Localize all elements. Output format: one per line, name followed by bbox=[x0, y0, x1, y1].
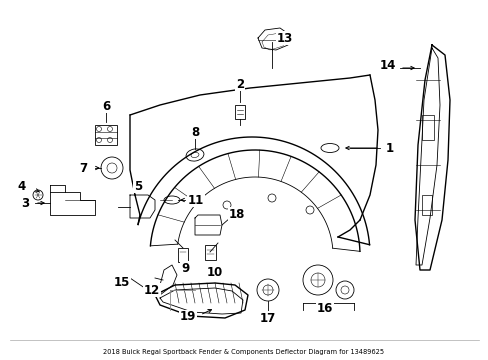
Text: 9: 9 bbox=[181, 261, 189, 274]
Text: 12: 12 bbox=[143, 284, 160, 297]
Text: 7: 7 bbox=[79, 162, 87, 175]
Text: 16: 16 bbox=[316, 302, 332, 315]
Text: 3: 3 bbox=[21, 197, 29, 210]
Text: 5: 5 bbox=[134, 180, 142, 193]
Text: 14: 14 bbox=[379, 59, 395, 72]
Text: 1: 1 bbox=[385, 141, 393, 154]
Text: 8: 8 bbox=[190, 126, 199, 139]
Text: 2018 Buick Regal Sportback Fender & Components Deflector Diagram for 13489625: 2018 Buick Regal Sportback Fender & Comp… bbox=[103, 349, 384, 355]
Text: 6: 6 bbox=[102, 99, 110, 113]
Text: 18: 18 bbox=[228, 207, 244, 220]
Text: 10: 10 bbox=[206, 266, 223, 279]
Text: 4: 4 bbox=[18, 180, 26, 193]
Text: 17: 17 bbox=[259, 311, 276, 324]
Text: 2: 2 bbox=[235, 77, 244, 90]
Text: 11: 11 bbox=[187, 194, 203, 207]
Text: 15: 15 bbox=[114, 275, 130, 288]
Text: 19: 19 bbox=[180, 310, 196, 324]
Text: 13: 13 bbox=[276, 32, 292, 45]
